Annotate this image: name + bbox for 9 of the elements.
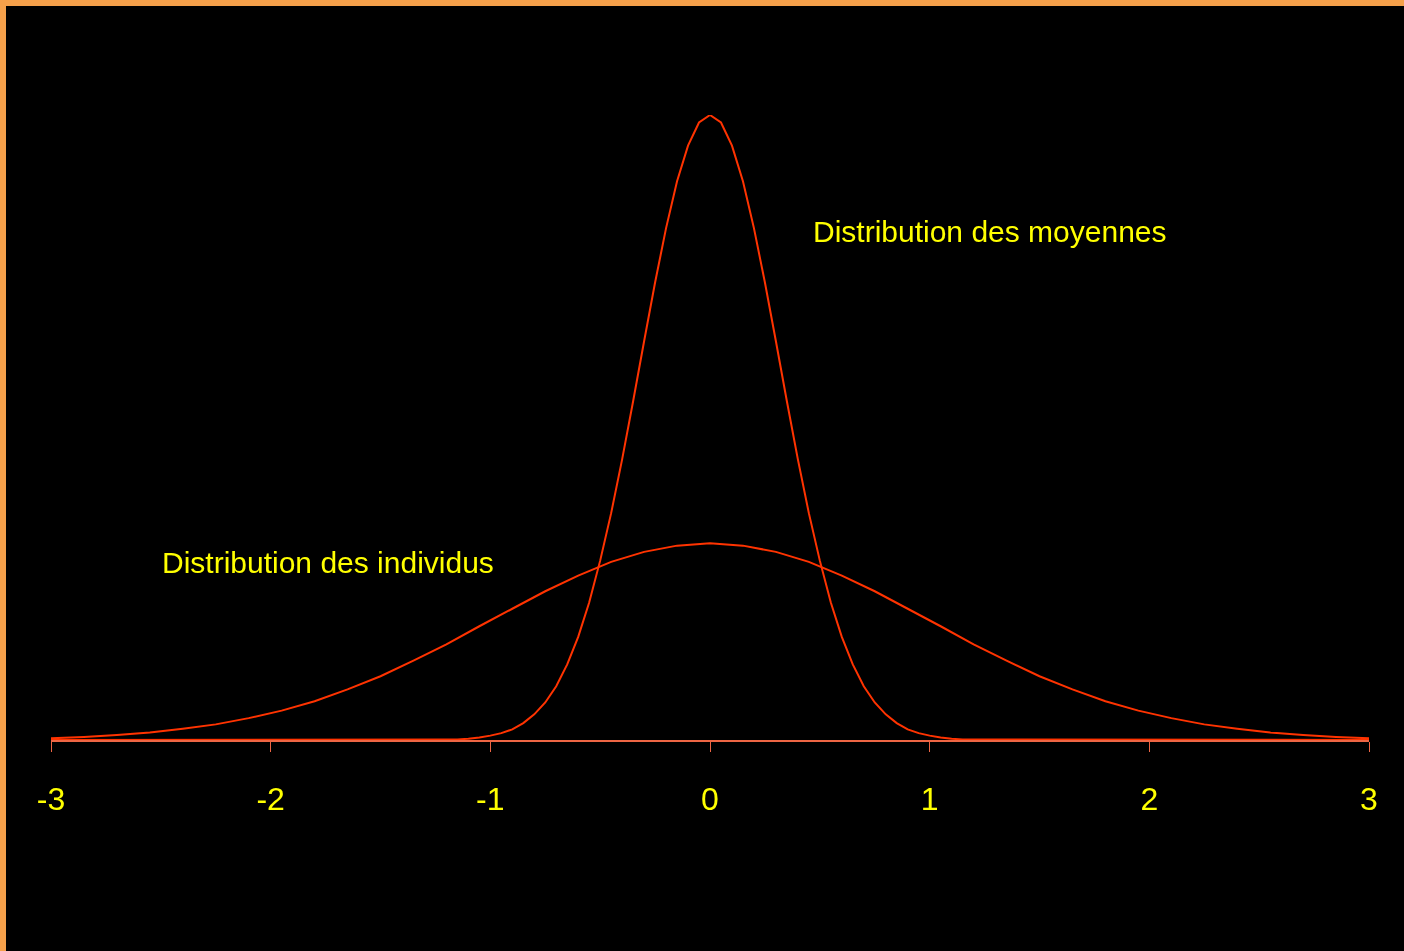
- x-tick-label: 1: [920, 781, 939, 818]
- x-tick-label: 3: [1360, 781, 1378, 818]
- x-tick-label: -3: [36, 781, 66, 818]
- x-tick-label: 0: [701, 781, 719, 818]
- annotation: Distribution des moyennes: [813, 215, 1167, 248]
- x-tick-label: -1: [476, 781, 505, 818]
- x-tick-label: 2: [1140, 781, 1159, 818]
- x-tick-label: -2: [256, 781, 285, 818]
- annotation: Distribution des individus: [162, 546, 494, 579]
